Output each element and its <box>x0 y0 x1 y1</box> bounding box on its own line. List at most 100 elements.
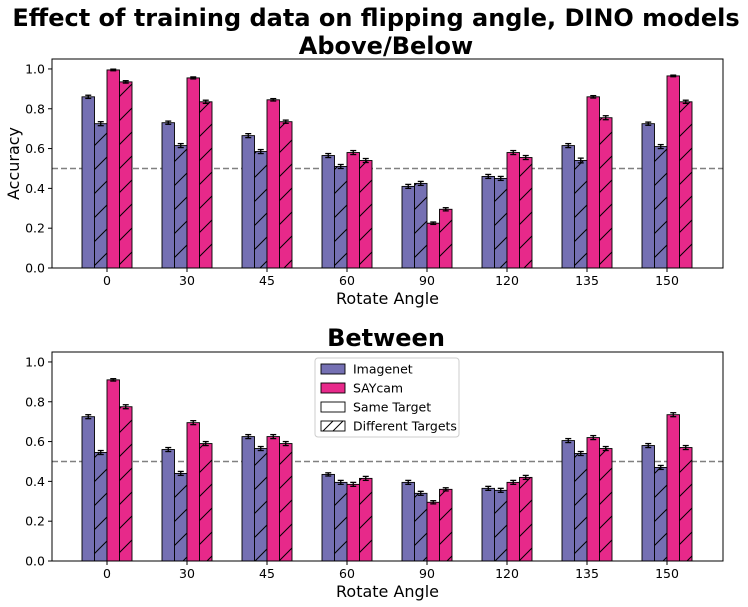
y-axis-label: Accuracy <box>4 127 23 200</box>
bar-hatch <box>654 467 667 561</box>
legend-label: Imagenet <box>353 362 413 377</box>
bar <box>482 488 495 561</box>
bar <box>162 449 175 561</box>
axes-frame <box>51 58 724 269</box>
bar <box>642 123 655 268</box>
figure-title-line1: Effect of training data on flipping angl… <box>12 4 739 32</box>
bar-hatch <box>519 477 532 561</box>
bar-hatch <box>494 490 507 561</box>
bar <box>562 145 575 268</box>
x-tick-label: 120 <box>495 566 519 581</box>
bar-hatch <box>174 473 187 561</box>
bar-hatch <box>334 166 347 268</box>
bar <box>347 152 360 268</box>
y-tick-label: 0.0 <box>25 261 45 276</box>
bar-hatch <box>279 121 292 268</box>
bar-hatch <box>359 478 372 561</box>
bar-hatch <box>574 453 587 561</box>
legend-swatch <box>320 401 346 413</box>
bar-hatch <box>414 183 427 268</box>
bar-hatch <box>414 493 427 561</box>
bar-hatch <box>254 151 267 268</box>
y-tick-label: 0.4 <box>25 474 45 489</box>
legend-hatch-line <box>332 420 344 432</box>
bar-hatch <box>119 81 132 268</box>
x-tick-label: 90 <box>419 273 435 288</box>
bar <box>187 422 200 561</box>
y-tick-label: 0.8 <box>25 101 45 116</box>
y-tick-label: 1.0 <box>25 354 45 369</box>
subplot-between: 0.0 0.2 0.4 0.6 0.8 1.0 0 30 45 60 90 120 135 150 Rota… <box>25 351 724 601</box>
x-tick-label: 30 <box>179 273 195 288</box>
bar-hatch <box>654 146 667 268</box>
x-tick-label: 150 <box>655 566 679 581</box>
bar-hatch <box>439 209 452 268</box>
bar <box>322 155 335 268</box>
bar-hatch <box>199 101 212 269</box>
legend-label: Different Targets <box>353 419 457 434</box>
bar <box>162 122 175 268</box>
bar <box>507 152 520 268</box>
y-tick-label: 0.4 <box>25 181 45 196</box>
bar-hatch <box>334 482 347 561</box>
bar <box>82 96 95 268</box>
bar <box>242 436 255 561</box>
subplot1-title: Above/Below <box>299 32 473 60</box>
x-tick-label: 90 <box>419 566 435 581</box>
bar <box>267 99 280 268</box>
bar <box>242 135 255 268</box>
bar-hatch <box>494 178 507 268</box>
x-tick-label: 150 <box>655 273 679 288</box>
bar-hatch <box>94 452 107 561</box>
legend-box <box>314 357 460 438</box>
x-tick-label: 45 <box>259 566 275 581</box>
bar-hatch <box>599 448 612 561</box>
bar-hatch <box>94 123 107 268</box>
subplot2-title: Between <box>327 324 445 352</box>
bar <box>667 75 680 269</box>
bar <box>642 445 655 561</box>
bar-hatch <box>439 489 452 561</box>
bar-hatch <box>679 101 692 269</box>
y-tick-label: 0.6 <box>25 434 45 449</box>
y-tick-label: 0.8 <box>25 394 45 409</box>
bar <box>667 414 680 561</box>
x-tick-label: 45 <box>259 273 275 288</box>
bar-hatch <box>679 447 692 561</box>
x-tick-label: 135 <box>575 566 599 581</box>
bar-hatch <box>199 443 212 561</box>
x-axis-label: Rotate Angle <box>336 289 439 308</box>
bar-hatch <box>174 145 187 268</box>
legend-swatch <box>320 363 346 375</box>
x-tick-label: 0 <box>103 273 111 288</box>
x-axis-label: Rotate Angle <box>336 582 439 601</box>
y-tick-label: 0.6 <box>25 141 45 156</box>
bar <box>427 502 440 561</box>
bar <box>322 474 335 561</box>
x-tick-label: 120 <box>495 273 519 288</box>
y-tick-label: 0.2 <box>25 221 45 236</box>
bar <box>562 440 575 561</box>
bar <box>587 96 600 268</box>
axes-frame <box>51 351 724 562</box>
bar <box>267 436 280 561</box>
bar <box>402 482 415 561</box>
y-tick-label: 0.0 <box>25 554 45 569</box>
bar <box>402 186 415 268</box>
bar <box>507 482 520 561</box>
y-tick-label: 0.2 <box>25 514 45 529</box>
bar <box>482 176 495 268</box>
y-tick-label: 1.0 <box>25 61 45 76</box>
x-tick-label: 60 <box>339 566 355 581</box>
bar-hatch <box>359 160 372 268</box>
bar <box>107 379 120 561</box>
legend-hatch-line <box>322 420 334 432</box>
x-tick-label: 0 <box>103 566 111 581</box>
subplot-above-below: 0.0 0.2 0.4 0.6 0.8 1.0 0 30 45 60 90 120 135 150 Rota… <box>4 58 724 308</box>
bar-hatch <box>279 443 292 561</box>
x-tick-label: 30 <box>179 566 195 581</box>
legend: Imagenet SAYcam Same Target Different Targe… <box>314 357 460 438</box>
legend-label: Same Target <box>353 400 431 415</box>
bar <box>347 484 360 561</box>
